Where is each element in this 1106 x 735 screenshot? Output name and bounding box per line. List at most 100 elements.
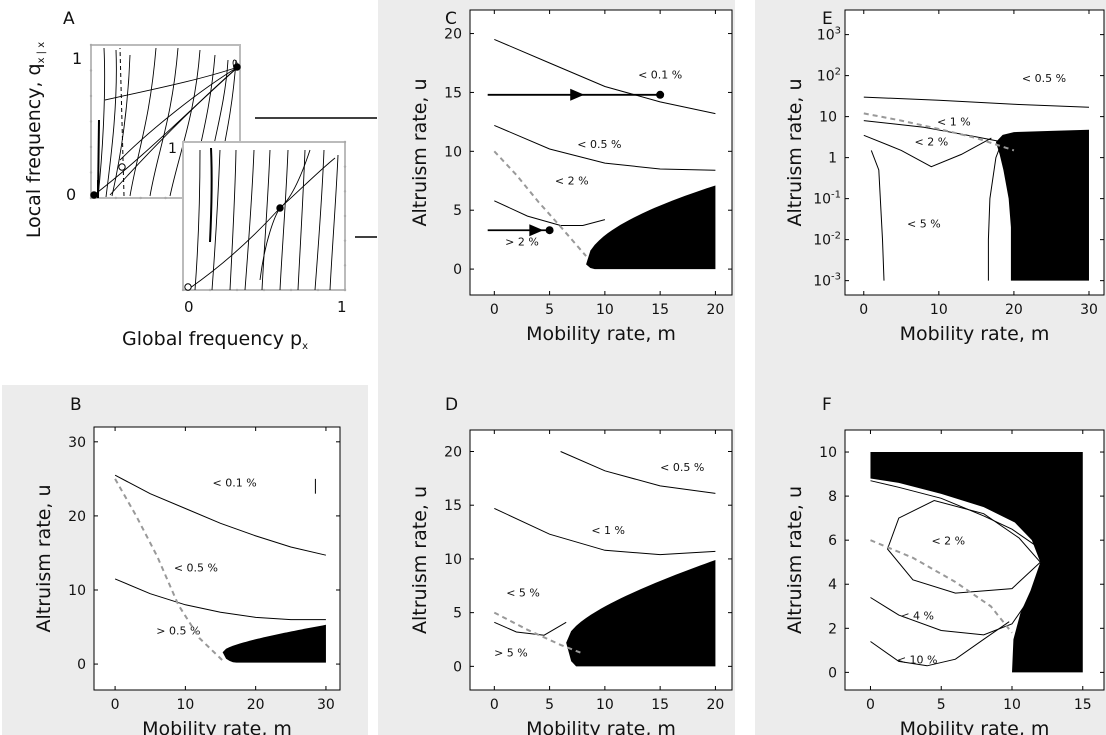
panel-letter-b: B	[70, 395, 82, 415]
phase-trajectory-front-7	[314, 149, 325, 291]
y-tick-label-b-2: 20	[68, 509, 86, 525]
x-tick-label-e-1: 10	[930, 302, 948, 318]
phase-grid-dot-back	[89, 43, 93, 47]
filled-region-d	[566, 560, 716, 667]
x-tick-label-d-4: 20	[707, 697, 725, 713]
phase-trajectory-back-2	[111, 54, 131, 197]
panel-letter-c: C	[445, 9, 457, 29]
filled-region-e	[995, 129, 1089, 281]
phase-grid-dot-back	[89, 120, 93, 123]
contour-label-d-1: < 1 %	[591, 524, 625, 537]
x-tick-label-d-3: 15	[651, 697, 669, 713]
y-tick-label-b-0: 0	[77, 657, 86, 673]
y-tick-label-f-3: 6	[828, 533, 837, 549]
y-tick-label-d-1: 5	[453, 606, 462, 622]
phase-trajectory-back-1	[105, 49, 117, 198]
phase-grid-dot-front	[343, 140, 347, 144]
contour-label-f-1: < 4 %	[900, 609, 934, 622]
y-tick-label-c-0: 0	[453, 262, 462, 278]
contour-label-e-0: < 0.5 %	[1022, 72, 1066, 85]
y-axis-label-e: Altruism rate, u	[784, 78, 806, 226]
phase-front-x-tick-0: 0	[184, 298, 194, 316]
contour-line-d-1	[494, 507, 716, 556]
phase-back-x-mark: 1	[168, 141, 177, 157]
contour-line-e-3	[870, 150, 885, 281]
x-tick-label-b-2: 20	[247, 697, 265, 713]
contour-label-e-1: < 1 %	[937, 116, 971, 129]
phase-trajectory-front-0	[194, 149, 201, 291]
contour-line-c-0	[494, 38, 716, 115]
region-label-c-0: > 2 %	[505, 236, 539, 249]
trajectory-endpoint-c-0	[656, 90, 665, 99]
region-label-d-0: > 5 %	[494, 647, 528, 660]
phase-back-y-tick-0: 0	[66, 185, 76, 204]
y-tick-label-f-1: 2	[828, 621, 837, 637]
panel-letter-f: F	[822, 395, 832, 415]
y-tick-label-d-3: 15	[444, 498, 462, 514]
phase-grid-dot-front	[208, 288, 212, 292]
y-tick-label-e-0: 10-3	[813, 272, 841, 290]
equilibrium-back-1	[118, 163, 126, 171]
equilibrium-back-2	[233, 63, 241, 71]
phase-grid-dot-front	[316, 288, 320, 292]
x-tick-label-c-2: 10	[596, 302, 614, 318]
contour-label-b-0: < 0.1 %	[212, 476, 256, 489]
contour-label-f-0: < 2 %	[931, 535, 965, 548]
contour-line-e-0	[863, 96, 1090, 108]
phase-trajectory-front-5	[279, 149, 289, 291]
x-tick-label-e-3: 30	[1080, 302, 1098, 318]
phase-frame-front	[182, 141, 346, 291]
phase-grid-dot-front	[181, 288, 185, 292]
contour-label-e-2: < 2 %	[914, 135, 948, 148]
panel-letter-a: A	[63, 9, 75, 29]
x-axis-label-b: Mobility rate, m	[142, 718, 292, 735]
panel-letter-d: D	[445, 395, 458, 415]
trajectory-endpoint-c-1	[545, 226, 554, 235]
phase-front-x-tick-1: 1	[337, 298, 347, 316]
y-tick-label-c-4: 20	[444, 27, 462, 43]
x-tick-label-c-0: 0	[490, 302, 499, 318]
phase-trajectory-back-5	[169, 49, 201, 197]
phase-grid-dot-back	[89, 94, 93, 98]
contour-label-f-2: < 10 %	[897, 654, 938, 667]
phase-grid-dot-front	[343, 165, 347, 168]
phase-trajectory-front-3	[244, 149, 255, 291]
contour-label-e-3: < 5 %	[907, 217, 941, 230]
x-tick-label-f-3: 15	[1074, 697, 1092, 713]
region-label-b-0: > 0.5 %	[156, 624, 200, 637]
contour-label-c-2: < 2 %	[555, 174, 589, 187]
y-tick-label-e-2: 10-1	[813, 190, 841, 208]
phase-grid-dot-front	[343, 190, 347, 193]
y-tick-label-e-1: 10-2	[813, 231, 841, 249]
phase-trajectory-back-4	[149, 47, 179, 197]
contour-line-b-1	[114, 578, 326, 621]
contour-label-d-0: < 0.5 %	[660, 461, 704, 474]
x-tick-label-e-0: 0	[859, 302, 868, 318]
filled-region-b	[222, 624, 326, 663]
contour-line-f-1	[870, 592, 1034, 636]
contour-line-e-4	[987, 137, 1004, 281]
trajectory-arrowhead-c-0	[570, 88, 585, 101]
phase-back-y-tick-1: 1	[72, 49, 82, 68]
contour-line-d-0	[560, 451, 716, 494]
contour-label-b-1: < 0.5 %	[174, 561, 218, 574]
x-tick-label-b-0: 0	[111, 697, 120, 713]
x-axis-label-a: Global frequency px	[122, 328, 308, 352]
x-tick-label-c-4: 20	[707, 302, 725, 318]
x-tick-label-d-2: 10	[596, 697, 614, 713]
contour-label-d-2: < 5 %	[506, 587, 540, 600]
threshold-dashed-d	[493, 611, 584, 655]
y-tick-label-e-3: 1	[828, 151, 837, 167]
phase-trajectory-back-13	[104, 66, 239, 101]
y-tick-label-c-2: 10	[444, 144, 462, 160]
contour-line-f-3	[870, 480, 1038, 548]
equilibrium-front-1	[276, 204, 284, 212]
y-tick-label-f-0: 0	[828, 665, 837, 681]
contour-line-f-0	[886, 499, 1041, 594]
phase-trajectory-front-8	[329, 154, 339, 291]
y-tick-label-b-1: 10	[68, 583, 86, 599]
x-axis-label-f: Mobility rate, m	[900, 718, 1050, 735]
x-axis-label-c: Mobility rate, m	[526, 323, 676, 345]
y-axis-label-b: Altruism rate, u	[33, 484, 55, 632]
